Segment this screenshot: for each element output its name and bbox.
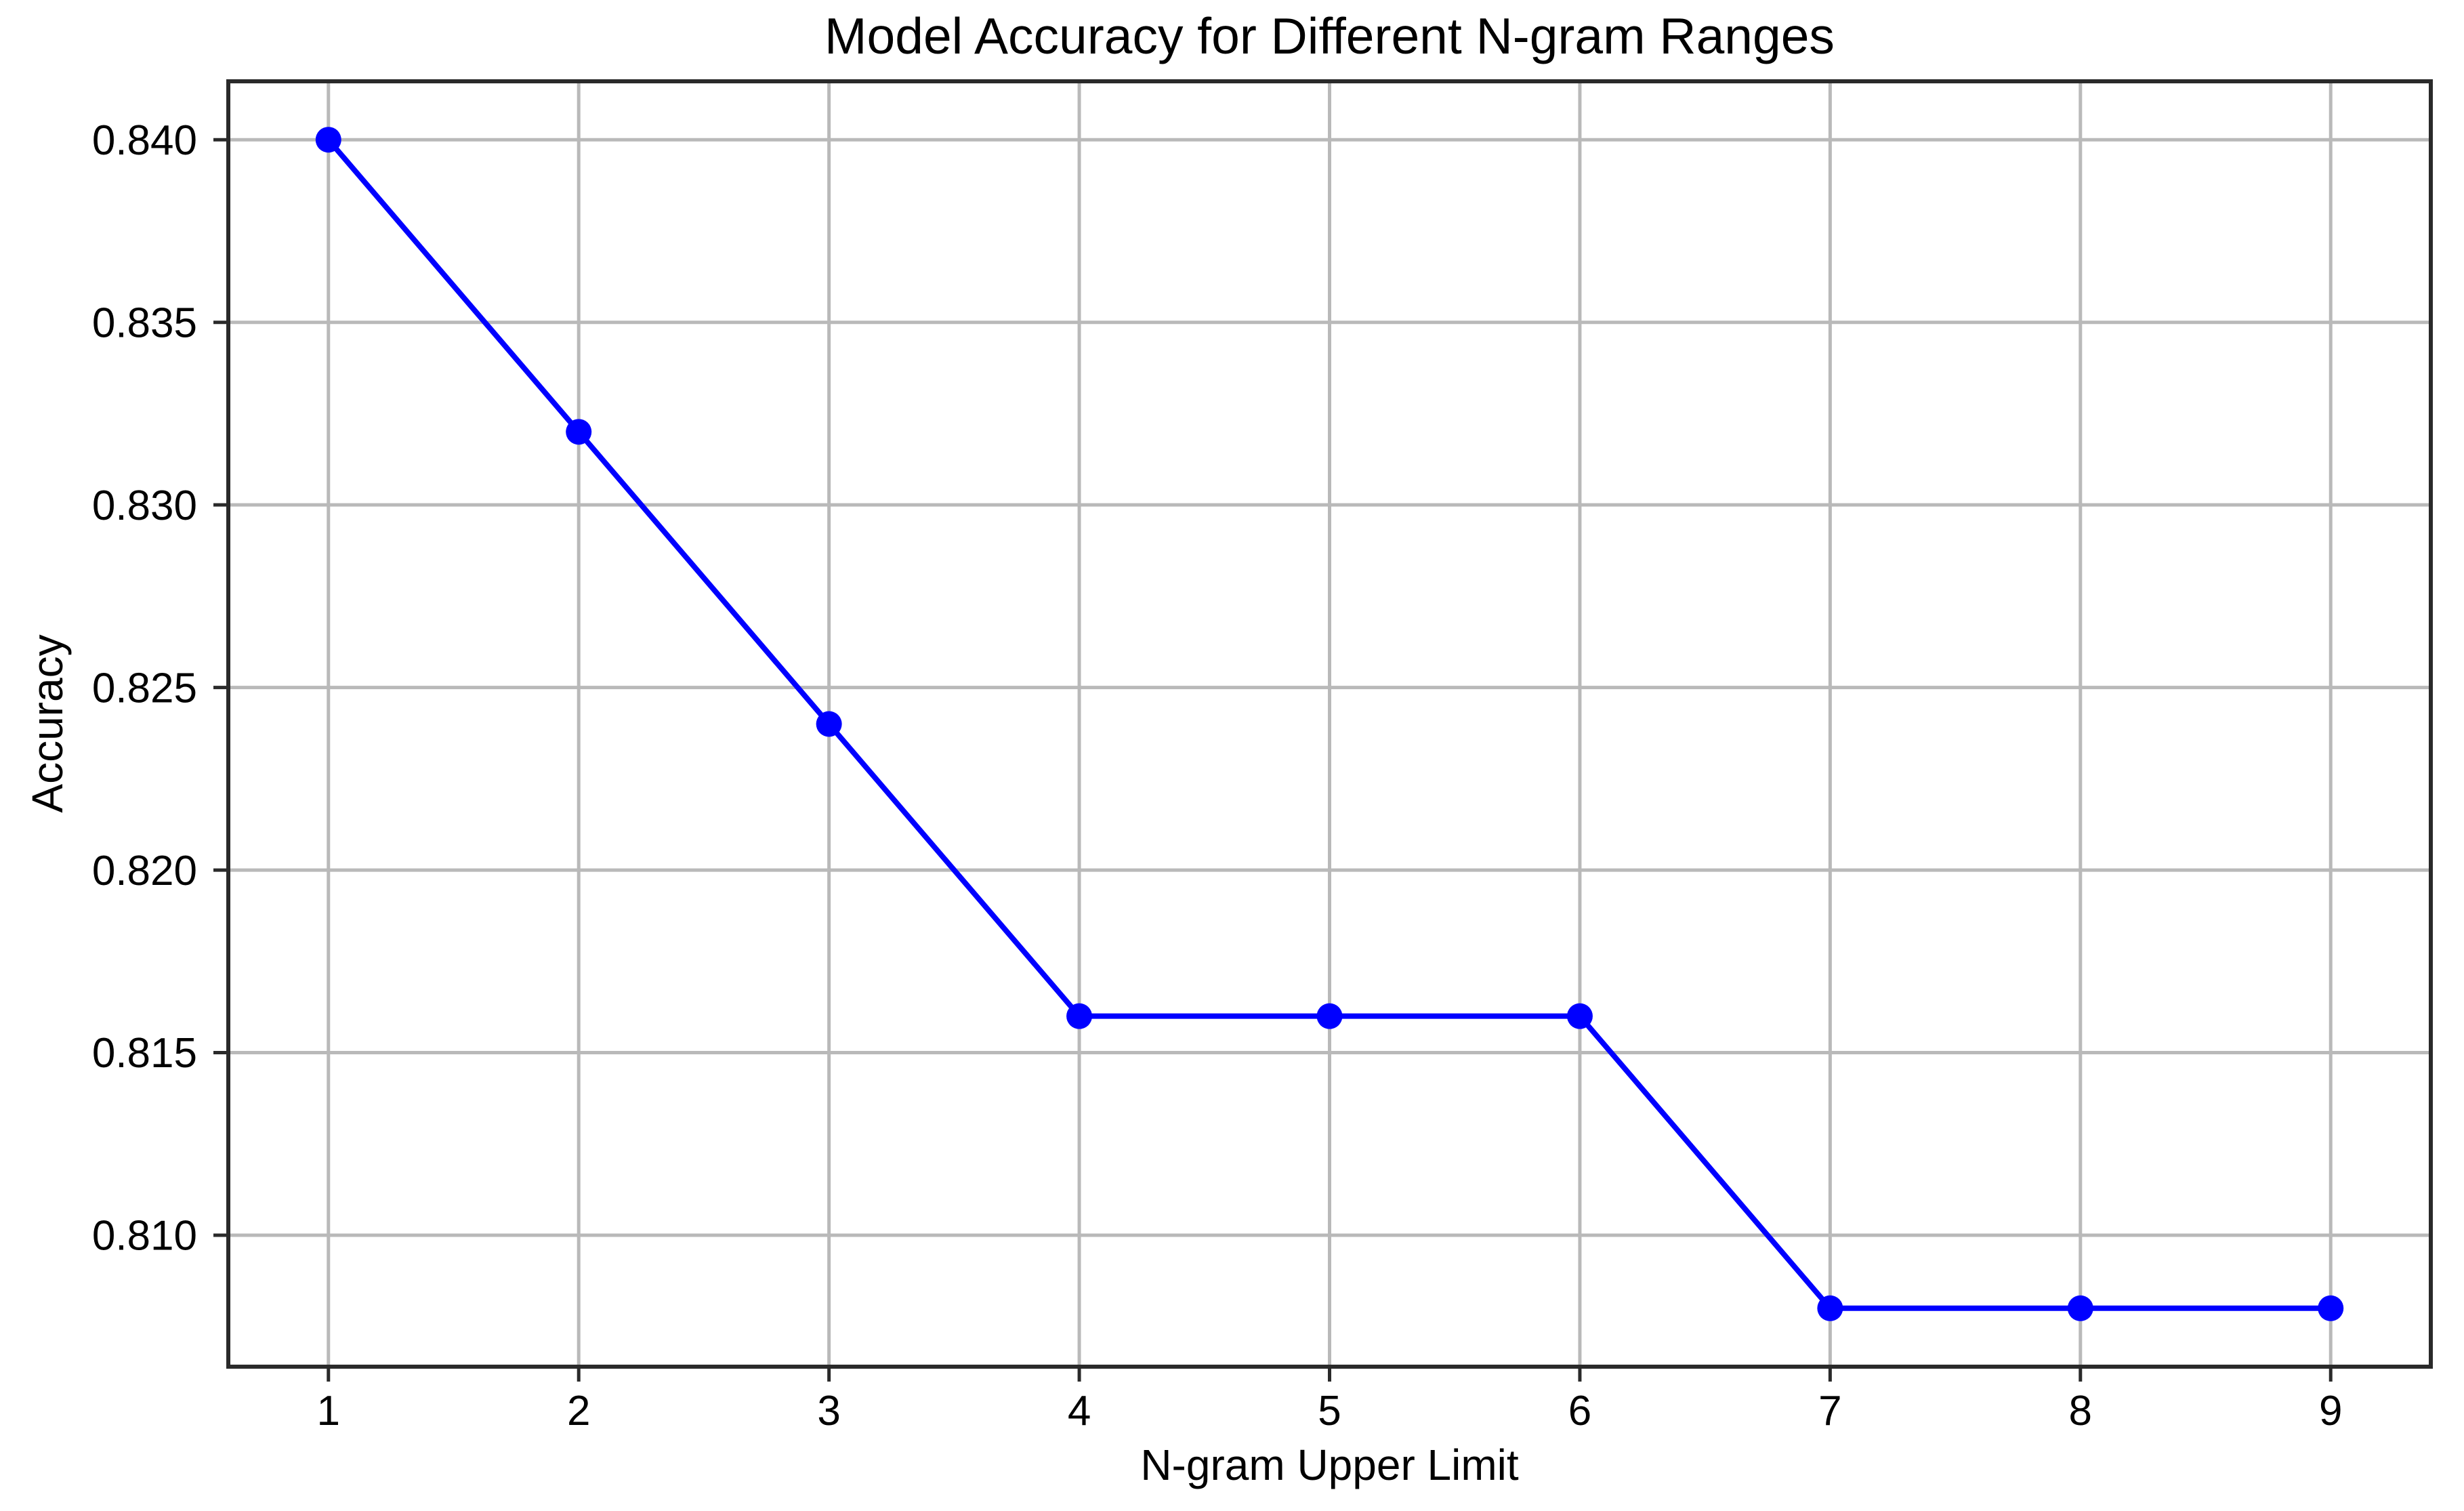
data-point [816,711,842,737]
x-axis-label: N-gram Upper Limit [1140,1441,1519,1489]
y-tick-label: 0.815 [92,1030,197,1077]
data-point [566,419,592,445]
y-tick-label: 0.820 [92,848,197,894]
plot-border [226,79,2433,1369]
data-point [1817,1295,1843,1321]
data-point [1316,1003,1343,1029]
data-point [1066,1003,1093,1029]
x-tick-label: 4 [1068,1388,1091,1434]
y-tick-label: 0.840 [92,117,197,164]
data-point [2318,1295,2344,1321]
x-tick-label: 6 [1568,1388,1591,1434]
x-tick-label: 1 [317,1388,340,1434]
x-tick-label: 7 [1818,1388,1841,1434]
data-point [315,127,341,153]
chart-title: Model Accuracy for Different N-gram Rang… [824,7,1835,64]
y-tick-label: 0.835 [92,299,197,346]
y-tick-label: 0.830 [92,482,197,529]
y-tick-label: 0.825 [92,665,197,711]
data-point [2067,1295,2093,1321]
x-tick-label: 5 [1318,1388,1341,1434]
x-tick-label: 8 [2069,1388,2092,1434]
x-tick-label: 3 [817,1388,840,1434]
x-tick-label: 9 [2319,1388,2342,1434]
y-tick-label: 0.810 [92,1213,197,1260]
y-axis-label: Accuracy [23,634,72,813]
x-tick-label: 2 [567,1388,590,1434]
data-point [1566,1003,1593,1029]
